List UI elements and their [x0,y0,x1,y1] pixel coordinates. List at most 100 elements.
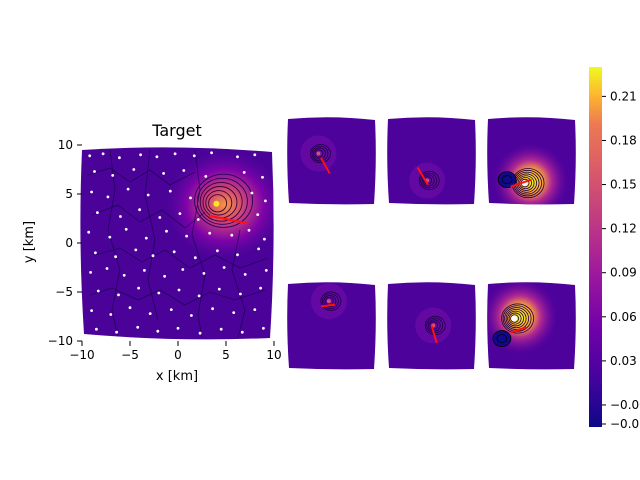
source-halo [492,143,569,205]
station-marker [257,247,260,251]
station-marker [106,195,110,199]
station-marker [90,190,93,194]
source-contour [429,321,439,330]
source-contour [321,293,339,309]
station-marker [93,170,96,173]
source-contour [208,194,228,213]
station-marker [230,233,234,237]
cell-boundary [87,167,196,186]
source-contour [323,295,337,308]
source-contour [516,173,537,193]
cell-boundary [231,229,246,339]
station-marker [210,151,214,155]
colorbar-tick-label: −0.00 [610,398,640,412]
source-contour [314,149,324,158]
station-marker [240,330,244,334]
station-marker [126,187,130,191]
source-arrow [320,157,331,175]
station-marker [119,215,122,218]
station-marker [236,155,239,159]
x-tick-label: 5 [222,348,230,362]
y-tick-label: −10 [48,334,73,348]
source-contour [505,308,527,329]
cell-boundary [94,247,269,269]
station-marker [148,312,152,315]
station-marker [253,308,257,311]
station-marker [124,227,128,231]
station-marker [101,152,105,156]
station-marker [146,193,150,197]
main-ylabel: y [km] [22,221,37,263]
station-markers [87,151,268,335]
colorbar-tick-label: 0.21 [610,89,637,103]
source-arrow [510,178,532,188]
source-contour [199,181,243,222]
station-marker [158,216,162,219]
station-marker [190,314,193,317]
x-tick-label: 10 [266,348,281,362]
small-panel [387,117,476,205]
station-marker [114,255,117,259]
station-marker [196,218,200,221]
cell-boundary [91,204,206,229]
station-marker [117,293,120,297]
source-contour [427,319,441,332]
source-peak [511,315,518,322]
station-marker [157,291,161,295]
colorbar-tick-label: 0.12 [610,222,637,236]
cell-boundary [144,149,159,321]
station-marker [181,268,185,271]
colorbar-tick-label: 0.09 [610,266,637,280]
colorbar: −0.00 0.03 0.06 0.09 0.12 0.15 0.18 0.21 −0.0 [589,67,640,431]
station-marker [156,329,160,333]
station-marker [250,191,254,195]
station-marker [176,326,180,330]
station-marker [94,251,97,255]
station-marker [185,234,189,238]
source-arrow [510,326,527,334]
y-tick-label: 5 [65,187,73,201]
source-contour [196,177,248,225]
main-title: Target [151,121,202,140]
source-contour [507,310,524,327]
main-xlabel: x [km] [156,369,198,384]
station-marker [151,254,155,258]
station-marker [96,289,100,293]
station-marker [242,171,246,174]
main-cell-boundaries [87,149,269,339]
station-marker [144,236,148,240]
secondary-contour [496,334,508,343]
station-marker [122,273,126,277]
station-marker [89,271,92,274]
station-marker [262,326,265,330]
station-marker [253,153,257,157]
station-marker [217,287,221,291]
station-marker [169,308,173,311]
station-marker [105,267,109,270]
main-map [80,147,274,340]
station-marker [109,313,113,316]
colorbar-tick-label: 0.03 [610,354,637,368]
source-peak [213,200,220,207]
source-contour [310,143,331,164]
small-panel [387,282,476,370]
small-panel [287,282,376,370]
cell-boundary [107,149,121,339]
station-marker [256,213,260,217]
station-marker [264,269,268,272]
station-marker [136,325,140,329]
station-marker [115,330,118,334]
station-marker [263,237,266,241]
station-marker [264,199,267,203]
main-source-arrow [208,214,248,225]
x-tick-label: 0 [174,348,182,362]
station-marker [261,175,264,179]
source-contour [508,312,522,325]
secondary-contour [501,175,513,184]
station-marker [111,174,115,177]
station-marker [87,230,91,234]
station-marker [182,169,186,172]
station-marker [232,311,236,314]
station-marker [177,288,181,292]
station-marker [178,212,182,216]
